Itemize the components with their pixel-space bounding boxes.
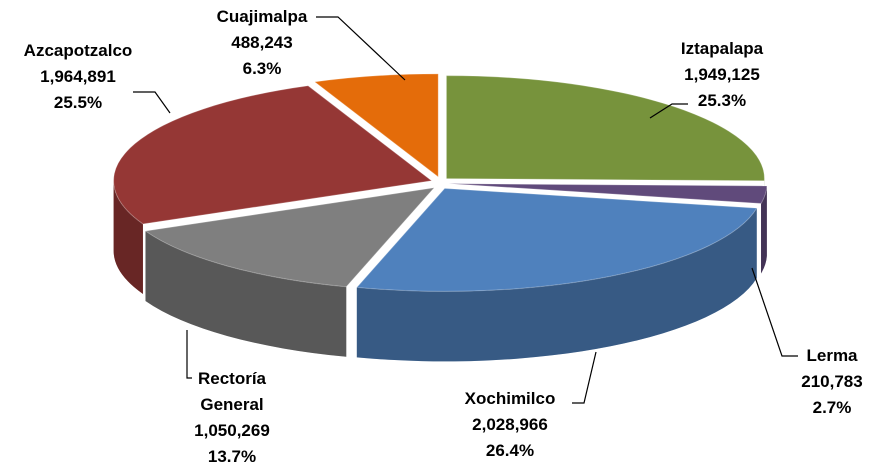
slice-label: Cuajimalpa 488,243 6.3%	[197, 4, 327, 82]
leader-line	[649, 103, 688, 119]
category-label: Iztapalapa	[680, 39, 764, 58]
slice-label: Azcapotzalco 1,964,891 25.5%	[13, 38, 143, 116]
slice-side-shade	[356, 208, 757, 362]
slice-side	[145, 230, 347, 357]
value-label: 210,783	[801, 372, 863, 391]
category-label: Xochimilco	[464, 389, 556, 408]
category-label: Lerma	[806, 346, 858, 365]
slice-side	[356, 208, 757, 362]
category-label: Cuajimalpa	[216, 7, 308, 26]
value-label: 1,949,125	[684, 65, 760, 84]
slice-label: Xochimilco 2,028,966 26.4%	[445, 386, 575, 464]
value-label: 2,028,966	[472, 415, 548, 434]
value-label: 488,243	[231, 33, 293, 52]
percent-label: 6.3%	[242, 59, 282, 78]
percent-label: 25.3%	[697, 91, 747, 110]
leader-line	[133, 91, 171, 114]
slice-side	[113, 180, 143, 294]
slice	[313, 73, 439, 178]
slice	[355, 187, 758, 292]
slice-label: Lerma 210,783 2.7%	[767, 343, 884, 421]
percent-label: 26.4%	[485, 441, 535, 460]
value-label: 1,050,269	[194, 421, 270, 440]
percent-label: 25.5%	[53, 93, 103, 112]
slice	[445, 75, 765, 182]
leader-line	[316, 16, 406, 81]
slice	[144, 187, 436, 288]
category-label: Azcapotzalco	[23, 41, 133, 60]
slice-side	[761, 185, 767, 274]
slice	[448, 183, 768, 204]
slice-label: Iztapalapa 1,949,125 25.3%	[657, 36, 787, 114]
slice	[113, 85, 433, 225]
slice-side-shade	[761, 185, 767, 274]
percent-label: 2.7%	[812, 398, 852, 417]
leader-line	[572, 351, 597, 404]
slice-side-shade	[145, 230, 347, 357]
leader-line	[751, 267, 798, 357]
slice-label: Rectoría General 1,050,269 13.7%	[182, 366, 282, 470]
category-label: Rectoría General	[197, 369, 267, 414]
slice-side-shade	[113, 180, 143, 294]
percent-label: 13.7%	[207, 447, 257, 466]
leader-line	[186, 330, 192, 379]
value-label: 1,964,891	[40, 67, 116, 86]
